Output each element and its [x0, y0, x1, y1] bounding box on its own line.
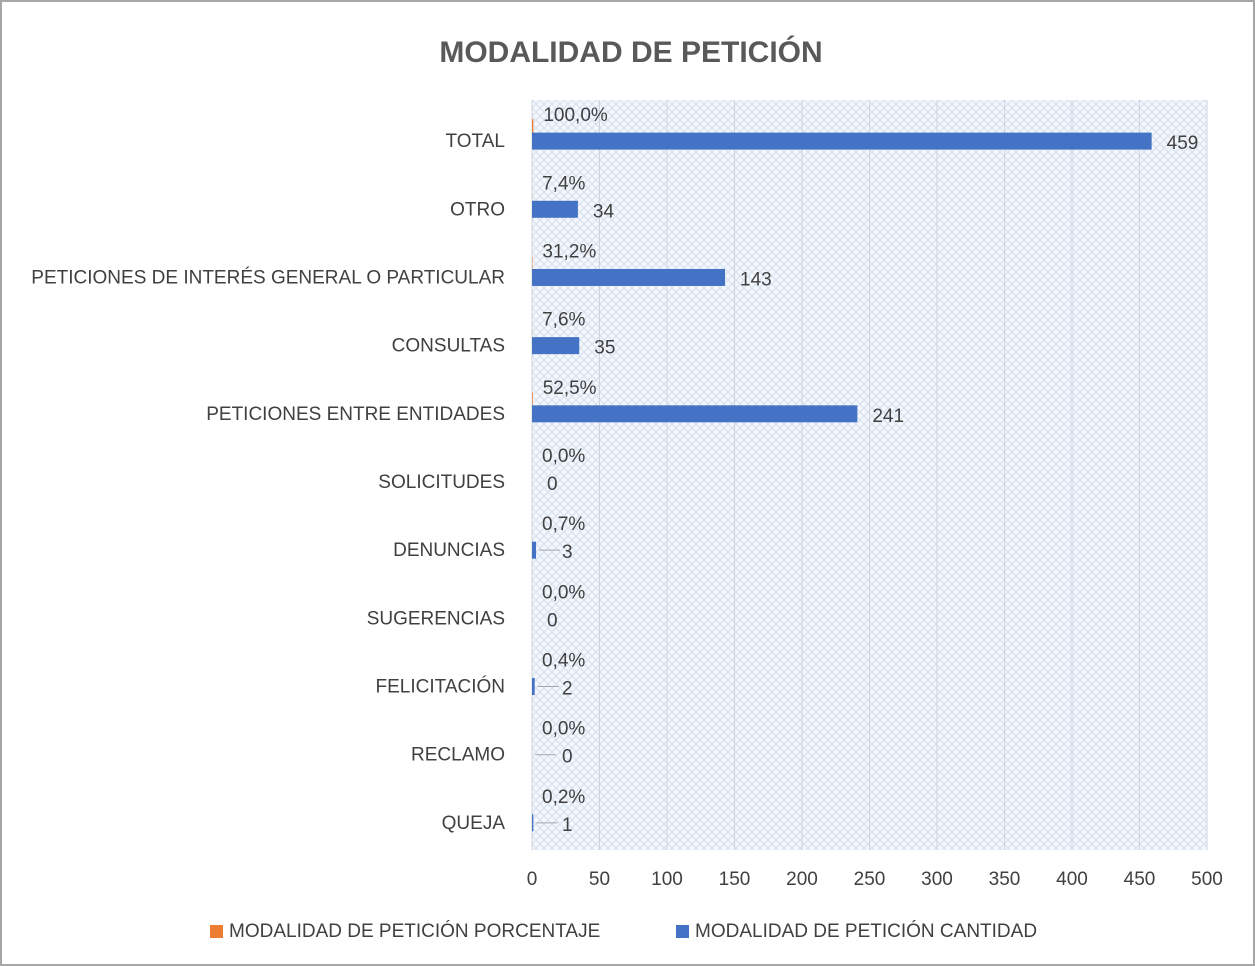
x-tick-label: 500: [1191, 869, 1223, 890]
legend-swatch: [210, 925, 223, 938]
x-tick-label: 450: [1124, 869, 1156, 890]
data-label: 7,4%: [542, 173, 585, 194]
data-label: 143: [740, 269, 772, 290]
data-label: 0,0%: [542, 719, 585, 740]
legend-label: MODALIDAD DE PETICIÓN CANTIDAD: [695, 920, 1037, 942]
x-tick-label: 300: [921, 869, 953, 890]
data-label: 459: [1167, 133, 1199, 154]
data-label: 1: [562, 815, 573, 836]
y-tick-label: CONSULTAS: [392, 336, 505, 357]
data-label: 0,0%: [542, 446, 585, 467]
y-tick-label: SOLICITUDES: [378, 472, 505, 493]
y-tick-label: QUEJA: [442, 813, 506, 834]
chart-title: MODALIDAD DE PETICIÓN: [439, 35, 822, 69]
data-label: 241: [872, 406, 904, 427]
bar: [532, 391, 533, 406]
x-tick-label: 150: [719, 869, 751, 890]
bar: [532, 814, 534, 832]
data-label: 7,6%: [542, 310, 585, 331]
bar: [532, 268, 726, 286]
x-tick-label: 400: [1056, 869, 1088, 890]
data-label: 0,2%: [542, 787, 585, 808]
x-tick-label: 0: [527, 869, 538, 890]
y-tick-label: OTRO: [450, 199, 505, 220]
data-label: 0,4%: [542, 651, 585, 672]
x-tick-label: 100: [651, 869, 683, 890]
bar: [532, 200, 578, 218]
data-label: 31,2%: [542, 241, 596, 262]
x-tick-label: 250: [854, 869, 886, 890]
y-tick-label: PETICIONES ENTRE ENTIDADES: [206, 404, 505, 425]
bar: [532, 119, 534, 134]
data-label: 0,0%: [542, 582, 585, 603]
data-label: 52,5%: [543, 378, 597, 399]
y-tick-label: TOTAL: [446, 131, 505, 152]
data-label: 0: [547, 610, 558, 631]
bar: [532, 132, 1152, 150]
data-label: 100,0%: [543, 105, 608, 126]
legend-swatch: [676, 925, 689, 938]
bar: [532, 337, 580, 355]
data-label: 0: [562, 747, 573, 768]
bar: [532, 405, 858, 423]
data-label: 34: [593, 201, 615, 222]
y-tick-label: DENUNCIAS: [393, 540, 505, 561]
data-label: 0,7%: [542, 514, 585, 535]
x-tick-label: 200: [786, 869, 818, 890]
data-label: 0: [547, 474, 558, 495]
y-tick-label: SUGERENCIAS: [367, 608, 505, 629]
y-tick-label: PETICIONES DE INTERÉS GENERAL O PARTICUL…: [31, 267, 505, 288]
x-tick-label: 350: [989, 869, 1021, 890]
data-label: 3: [562, 542, 573, 563]
data-label: 35: [594, 338, 615, 359]
bar: [532, 541, 537, 559]
bar: [532, 678, 535, 696]
data-label: 2: [562, 679, 573, 700]
y-tick-label: RECLAMO: [411, 745, 505, 766]
y-tick-label: FELICITACIÓN: [376, 676, 506, 698]
legend-label: MODALIDAD DE PETICIÓN PORCENTAJE: [229, 920, 600, 942]
x-tick-label: 50: [589, 869, 610, 890]
